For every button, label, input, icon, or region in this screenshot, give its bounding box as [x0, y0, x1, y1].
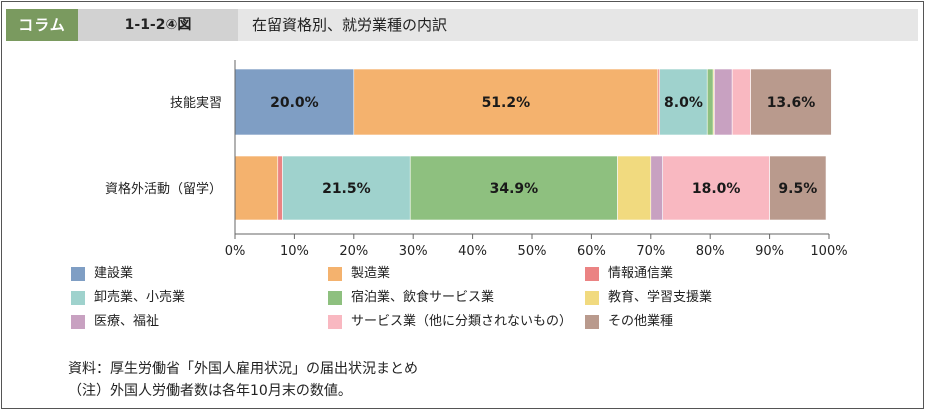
- bar-segment: [714, 68, 733, 136]
- x-tick-label: 30%: [399, 244, 428, 259]
- figure-header: コラム 1-1-2④図 在留資格別、就労業種の内訳: [6, 9, 918, 41]
- legend-label: その他業種: [608, 314, 674, 329]
- bar-segment: [277, 155, 283, 221]
- bar-segment: [731, 68, 751, 136]
- bar-segment: [662, 155, 770, 221]
- footnote: （注）外国人労働者数は各年10月末の数値。: [68, 383, 352, 399]
- data-label: 51.2%: [482, 95, 531, 111]
- x-tick-label: 10%: [280, 244, 309, 259]
- legend-label: 教育、学習支援業: [608, 290, 713, 305]
- legend-swatch: [71, 267, 85, 281]
- data-label: 18.0%: [692, 181, 741, 197]
- x-tick-label: 70%: [636, 244, 665, 259]
- bar-segment: [353, 68, 659, 136]
- data-label: 8.0%: [664, 95, 703, 111]
- legend-swatch: [71, 291, 85, 305]
- x-tick-label: 40%: [458, 244, 487, 259]
- source-note: 資料：厚生労働省「外国人雇用状況」の届出状況まとめ: [68, 361, 418, 377]
- figure-number: 1-1-2④図: [78, 9, 238, 41]
- legend-label: サービス業（他に分類されないもの）: [351, 314, 573, 329]
- legend-swatch: [585, 315, 599, 329]
- legend-swatch: [328, 315, 342, 329]
- x-tick-label: 0%: [225, 244, 246, 259]
- legend-label: 製造業: [351, 266, 391, 281]
- data-label: 34.9%: [490, 181, 539, 197]
- bar-segment: [650, 155, 663, 221]
- data-label: 13.6%: [767, 95, 816, 111]
- bar-segment: [234, 155, 279, 221]
- x-tick-label: 80%: [696, 244, 725, 259]
- x-tick-label: 60%: [577, 244, 606, 259]
- legend-label: 宿泊業、飲食サービス業: [351, 290, 495, 305]
- legend-label: 卸売業、小売業: [94, 290, 186, 305]
- legend-swatch: [71, 315, 85, 329]
- data-label: 20.0%: [270, 95, 319, 111]
- category-label: 資格外活動（留学）: [105, 181, 222, 197]
- x-tick-label: 100%: [810, 244, 847, 259]
- x-tick-label: 20%: [339, 244, 368, 259]
- legend-swatch: [328, 267, 342, 281]
- bar-segment: [750, 68, 832, 136]
- legend-label: 医療、福祉: [94, 314, 160, 329]
- data-label: 21.5%: [322, 181, 371, 197]
- bar-segment: [282, 155, 411, 221]
- legend-swatch: [328, 291, 342, 305]
- x-tick-label: 50%: [518, 244, 547, 259]
- bar-segment: [706, 68, 714, 136]
- bar-segment: [659, 68, 708, 136]
- data-label: 9.5%: [778, 181, 817, 197]
- bar-segment: [617, 155, 652, 221]
- category-label: 技能実習: [170, 95, 222, 111]
- figure-title: 在留資格別、就労業種の内訳: [252, 16, 448, 34]
- legend-label: 情報通信業: [608, 266, 674, 281]
- legend-swatch: [585, 291, 599, 305]
- legend-label: 建設業: [94, 266, 134, 281]
- column-tag: コラム: [6, 9, 78, 41]
- legend-swatch: [585, 267, 599, 281]
- bar-segment: [769, 155, 827, 221]
- x-tick-label: 90%: [755, 244, 784, 259]
